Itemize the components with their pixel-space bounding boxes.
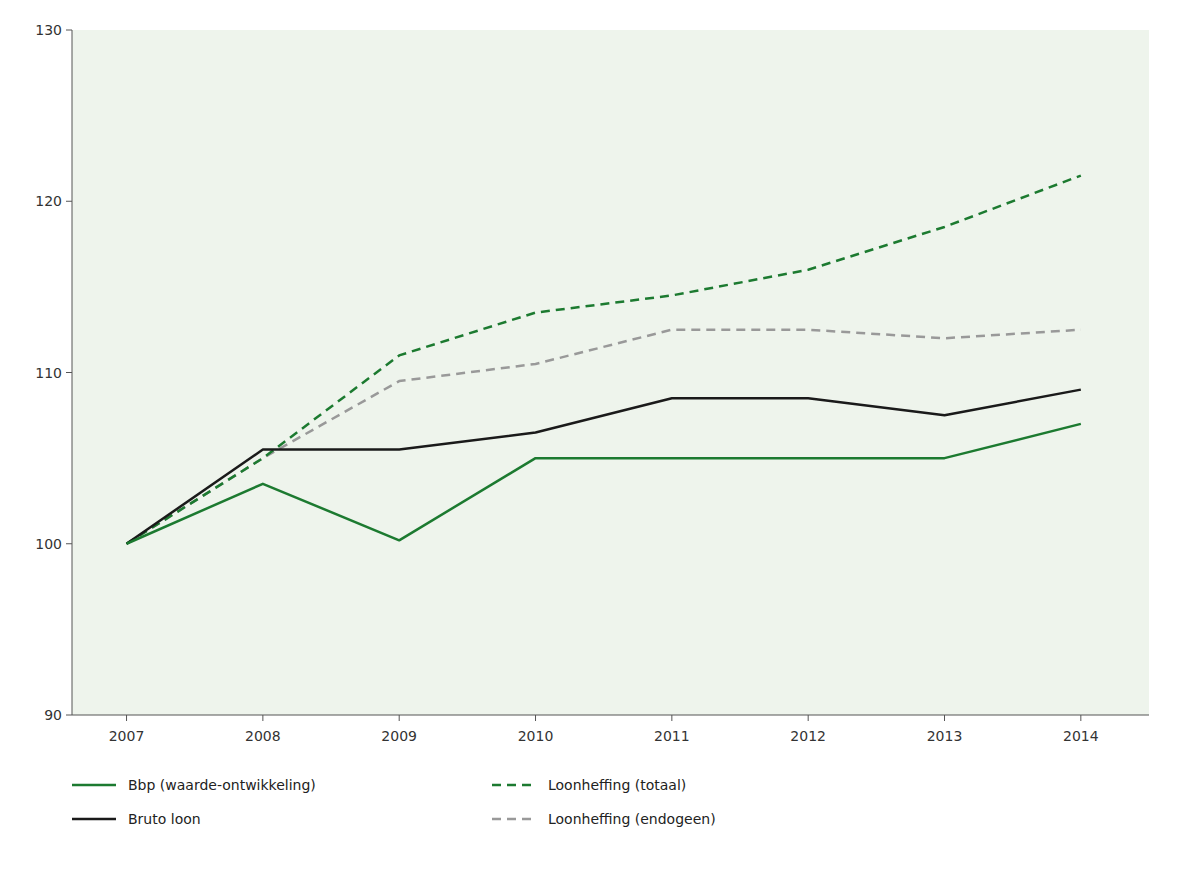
legend-swatch: [72, 784, 116, 787]
plot-background: [72, 30, 1149, 715]
x-tick: [944, 715, 945, 721]
series-line: [127, 390, 1081, 544]
y-tick: [66, 715, 72, 716]
x-tick-label: 2008: [245, 728, 281, 744]
y-tick-label: 130: [35, 22, 62, 38]
x-axis-line: [72, 715, 1149, 716]
x-tick-label: 2009: [381, 728, 417, 744]
x-tick: [1080, 715, 1081, 721]
x-tick-label: 2011: [654, 728, 690, 744]
x-tick: [671, 715, 672, 721]
y-tick: [66, 372, 72, 373]
x-tick-label: 2014: [1063, 728, 1099, 744]
x-tick: [535, 715, 536, 721]
legend-label: Loonheffing (totaal): [548, 777, 686, 793]
y-tick-label: 120: [35, 193, 62, 209]
legend-label: Loonheffing (endogeen): [548, 811, 716, 827]
series-line: [127, 176, 1081, 544]
legend-label: Bruto loon: [128, 811, 201, 827]
y-tick: [66, 201, 72, 202]
axes: 2007 2008 2009 2010 2011 2012 2013 2014 90 100 110…: [35, 22, 1149, 744]
chart: 2007 2008 2009 2010 2011 2012 2013 2014 90 100 110…: [0, 0, 1185, 875]
x-tick-label: 2013: [927, 728, 963, 744]
x-tick: [808, 715, 809, 721]
y-tick: [66, 30, 72, 31]
x-tick-label: 2007: [109, 728, 145, 744]
y-tick: [66, 543, 72, 544]
legend-swatch: [72, 818, 116, 821]
series-line: [127, 330, 1081, 544]
legend-swatch: [492, 818, 536, 821]
x-tick: [399, 715, 400, 721]
series-lines: [127, 176, 1081, 544]
legend: Bbp (waarde-ontwikkeling) Bruto loon Loonh…: [72, 777, 716, 827]
y-tick-label: 100: [35, 536, 62, 552]
y-tick-label: 90: [44, 707, 62, 723]
x-tick: [126, 715, 127, 721]
y-tick-label: 110: [35, 365, 62, 381]
x-tick-label: 2012: [790, 728, 826, 744]
x-tick: [262, 715, 263, 721]
x-tick-label: 2010: [518, 728, 554, 744]
series-line: [127, 424, 1081, 544]
legend-label: Bbp (waarde-ontwikkeling): [128, 777, 316, 793]
legend-swatch: [492, 784, 536, 787]
